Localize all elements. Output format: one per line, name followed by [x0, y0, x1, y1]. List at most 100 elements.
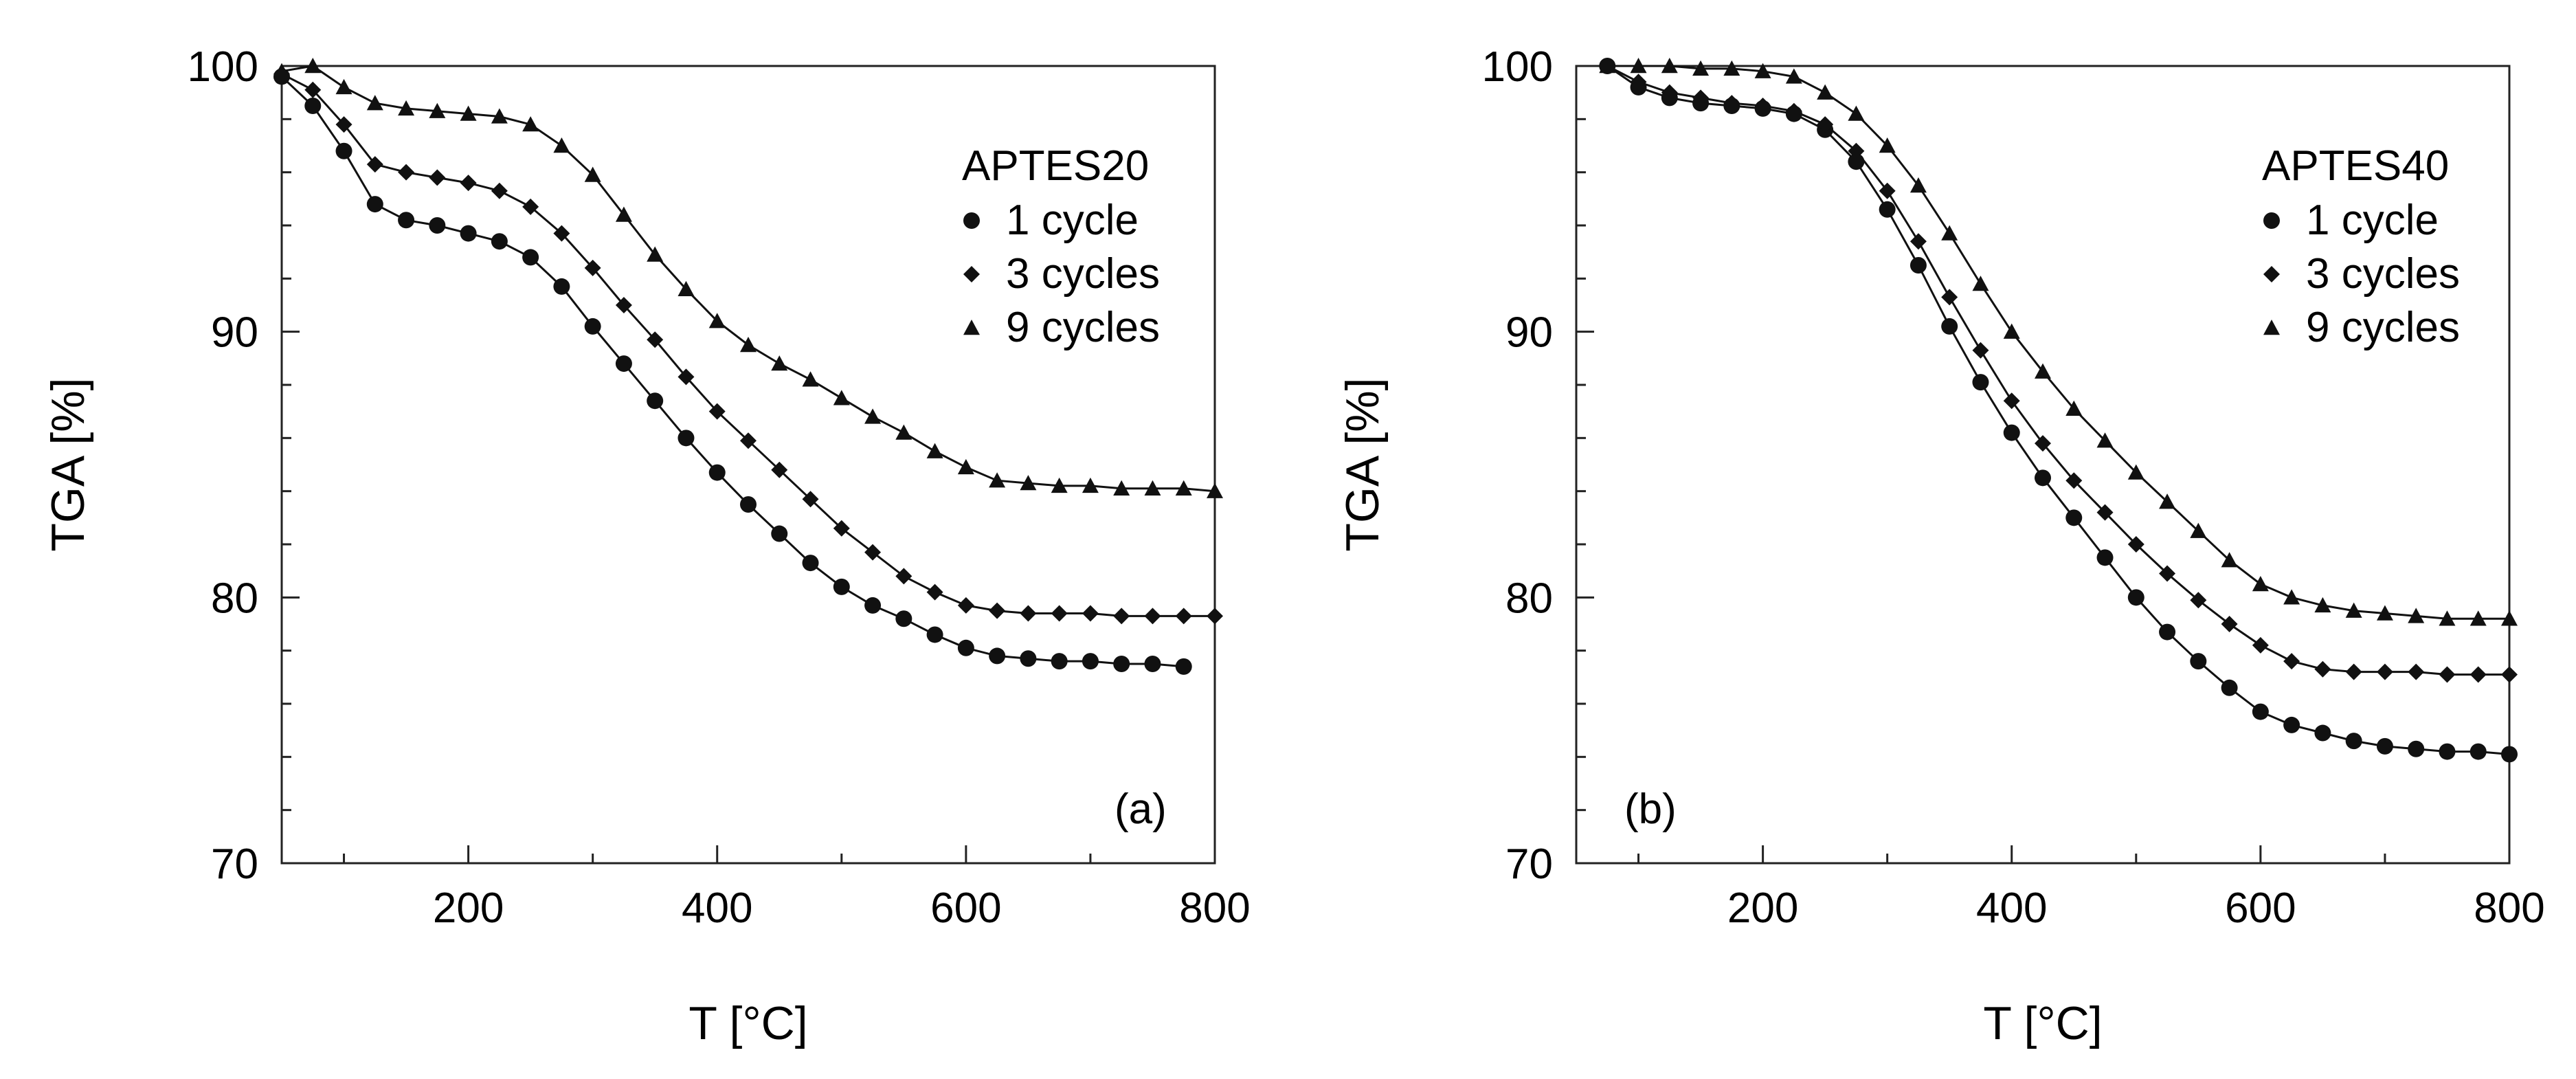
- x-tick-label: 600: [930, 885, 1001, 932]
- data-point: [1082, 477, 1099, 493]
- data-point: [366, 196, 383, 213]
- data-point: [2439, 666, 2456, 683]
- legend-label: 9 cycles: [1006, 304, 1160, 351]
- data-point: [864, 408, 882, 424]
- data-point: [2190, 592, 2207, 609]
- data-point: [2159, 493, 2176, 509]
- data-point: [2003, 323, 2020, 339]
- data-point: [491, 233, 508, 250]
- data-point: [1051, 605, 1068, 622]
- data-point: [1754, 63, 1771, 78]
- data-point: [304, 81, 322, 98]
- data-point: [1051, 653, 1068, 670]
- data-point: [957, 458, 974, 475]
- data-point: [1082, 653, 1099, 670]
- data-point: [1879, 182, 1896, 199]
- data-point: [677, 430, 695, 447]
- data-point: [2408, 608, 2425, 623]
- data-point: [1020, 475, 1037, 491]
- data-point: [864, 544, 882, 561]
- x-tick-label: 400: [1976, 885, 2047, 932]
- data-point: [2003, 424, 2020, 441]
- tick-labels: 200 400 600 800 70 80 90 100: [1482, 43, 2545, 932]
- data-point: [1661, 84, 1678, 101]
- data-point: [460, 105, 477, 121]
- x-axis-label: T [°C]: [688, 997, 807, 1049]
- legend-item: 1 cycle: [2263, 197, 2439, 244]
- data-point: [615, 297, 632, 313]
- legend-marker: [2263, 212, 2280, 229]
- series-layer: [1599, 58, 2518, 763]
- data-point: [1941, 289, 1958, 306]
- axis-ticks: [1576, 65, 2511, 865]
- data-point: [895, 424, 912, 440]
- data-point: [1144, 656, 1161, 672]
- data-point: [1113, 608, 1130, 625]
- data-point: [1972, 276, 1989, 291]
- data-point: [398, 212, 415, 229]
- x-tick-label: 200: [433, 885, 504, 932]
- data-point: [2469, 610, 2487, 626]
- data-point: [1941, 318, 1958, 335]
- data-point: [460, 225, 477, 242]
- data-point: [2003, 392, 2020, 410]
- legend-item: 3 cycles: [963, 250, 1160, 298]
- tick-labels: 200 400 600 800 70 80 90 100: [188, 43, 1251, 932]
- data-point: [1848, 105, 1865, 121]
- data-point: [833, 578, 850, 595]
- data-point: [1020, 650, 1037, 667]
- legend-marker: [963, 212, 980, 229]
- data-point: [429, 217, 446, 234]
- data-point: [1113, 656, 1130, 672]
- x-tick-label: 800: [2474, 885, 2544, 932]
- data-point: [2252, 636, 2269, 654]
- data-point: [740, 337, 757, 353]
- data-point: [2314, 597, 2331, 613]
- data-point: [553, 278, 570, 295]
- data-point: [1972, 374, 1989, 391]
- data-point: [1175, 608, 1192, 625]
- data-point: [833, 390, 850, 405]
- plot-frame: [1575, 65, 2511, 865]
- data-point: [2252, 576, 2269, 592]
- y-axis-label: TGA [%]: [1336, 377, 1389, 551]
- data-point: [2159, 623, 2176, 641]
- chart-panel-a: 200 400 600 800 70 80 90 100 TGA [%] T [°C] APT…: [42, 43, 1251, 1049]
- data-point: [460, 175, 477, 192]
- legend-label: 1 cycle: [2306, 197, 2439, 244]
- data-point: [2469, 743, 2487, 760]
- x-tick-label: 800: [1179, 885, 1250, 932]
- legend-marker: [2263, 266, 2280, 282]
- data-point: [740, 432, 757, 449]
- data-point: [1113, 480, 1130, 496]
- data-point: [2096, 432, 2114, 448]
- data-point: [553, 225, 570, 242]
- data-point: [1909, 257, 1927, 274]
- data-point: [1661, 58, 1678, 74]
- data-point: [2127, 589, 2144, 606]
- data-point: [926, 443, 943, 458]
- data-point: [989, 472, 1006, 488]
- data-point: [2376, 737, 2393, 755]
- data-point: [273, 63, 290, 78]
- data-point: [1909, 177, 1927, 193]
- data-point: [2501, 746, 2518, 763]
- data-point: [2035, 363, 2051, 379]
- data-point: [522, 198, 539, 215]
- data-point: [989, 647, 1006, 665]
- series-3-cycles: [273, 65, 1223, 625]
- data-point: [895, 568, 912, 585]
- data-point: [926, 626, 943, 643]
- data-point: [584, 259, 601, 276]
- legend-title: APTES40: [2262, 142, 2449, 190]
- data-point: [2314, 724, 2331, 742]
- legend-label: 3 cycles: [1006, 250, 1160, 298]
- data-point: [1941, 225, 1958, 241]
- data-point: [2283, 589, 2300, 605]
- y-axis-label: TGA [%]: [42, 377, 94, 551]
- data-point: [1817, 84, 1834, 100]
- data-point: [740, 496, 757, 513]
- legend-item: 3 cycles: [2263, 250, 2460, 298]
- y-tick-label: 100: [1482, 43, 1553, 91]
- data-point: [1175, 658, 1192, 675]
